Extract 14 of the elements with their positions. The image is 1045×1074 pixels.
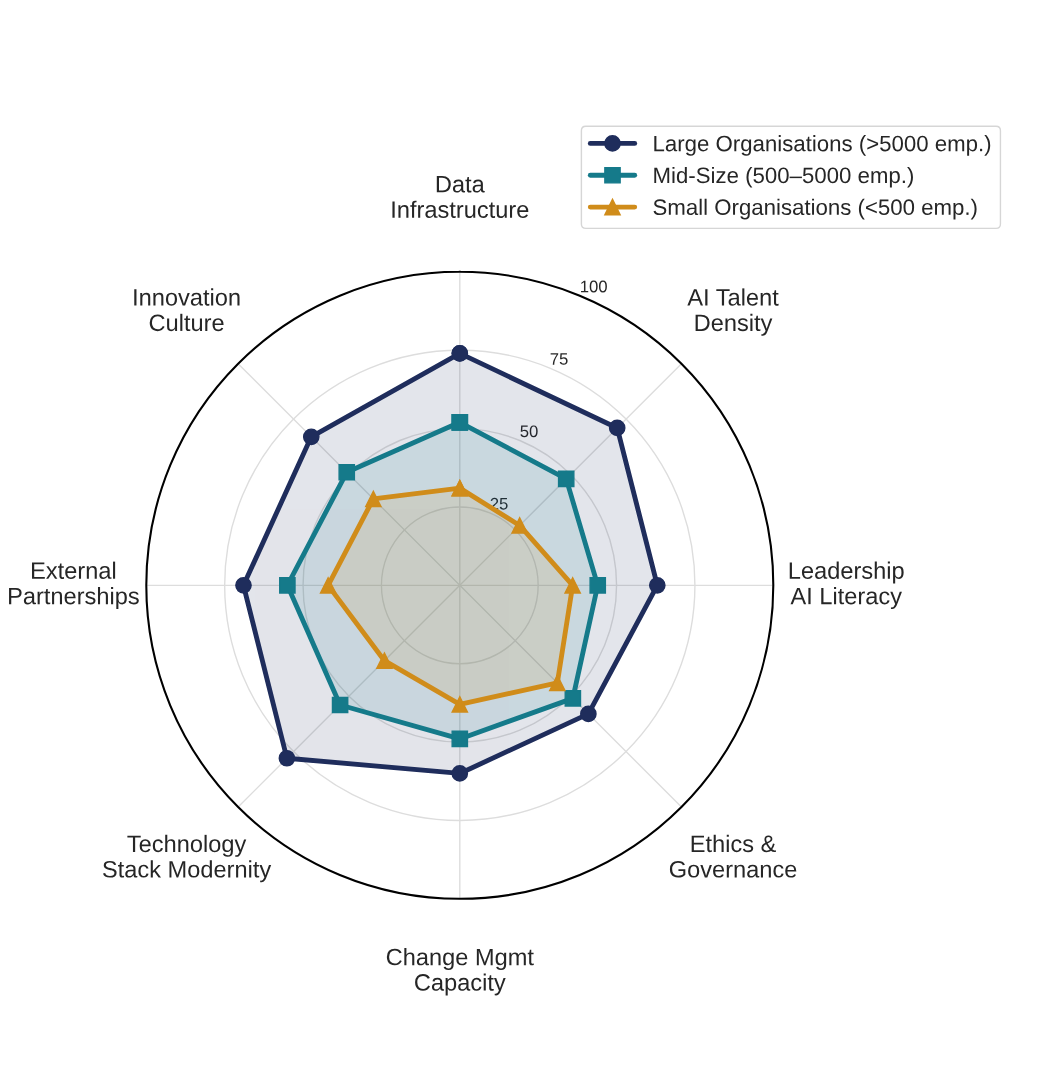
spoke-label: Ethics & Governance [669,834,797,878]
y-tick-label: 75 [550,353,568,365]
spoke-label: Data Infrastructure [392,176,529,218]
legend-label: Mid-Size (500–5000 emp.) [654,166,913,188]
spoke-label: Change Mgmt Capacity [386,948,534,996]
legend-label: Large Organisations (>5000 emp.) [654,135,991,156]
spoke-label: Leadership AI Literacy [789,561,904,610]
y-tick-label: 100 [581,280,607,293]
spoke-label: External Partnerships [9,561,139,610]
legend-label: Small Organisations (<500 emp.) [653,198,977,220]
spoke-label: Innovation Culture [134,288,240,332]
spoke-label: AI Talent Density [687,288,779,336]
y-tick-label: 50 [520,425,538,438]
spoke-label: Technology Stack Modernity [103,834,272,883]
